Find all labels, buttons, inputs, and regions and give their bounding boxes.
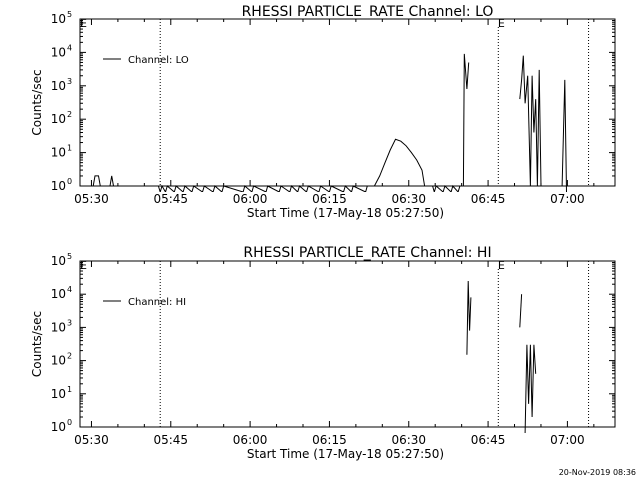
- series-segment-2: [561, 79, 567, 192]
- y-tick-exponent: 4: [67, 285, 72, 294]
- y-axis-label: Counts/sec: [30, 69, 44, 135]
- y-tick-exponent: 1: [67, 385, 72, 394]
- y-tick-label: 10: [51, 146, 66, 160]
- y-tick-exponent: 3: [67, 318, 72, 327]
- x-tick-label: 06:30: [391, 433, 426, 447]
- x-tick-label: 05:30: [74, 433, 109, 447]
- legend-label: Channel: LO: [128, 55, 189, 66]
- x-tick-label: 05:45: [153, 192, 188, 206]
- event-marker-label: E: [80, 17, 87, 30]
- plot-frame: [79, 260, 616, 428]
- y-tick-label: 10: [51, 320, 66, 334]
- y-axis-label: Counts/sec: [30, 311, 44, 377]
- y-tick-label: 10: [51, 179, 66, 193]
- plot-frame: [79, 18, 616, 187]
- y-tick-exponent: 2: [67, 110, 72, 119]
- footer-timestamp: 20-Nov-2019 08:36: [559, 468, 636, 477]
- event-marker-label: E: [498, 17, 505, 30]
- x-tick-label: 06:15: [312, 192, 347, 206]
- y-tick-label: 10: [51, 79, 66, 93]
- x-tick-label: 06:45: [471, 433, 506, 447]
- x-tick-label: 05:45: [153, 433, 188, 447]
- y-tick-exponent: 0: [67, 418, 72, 427]
- y-tick-label: 10: [51, 354, 66, 368]
- y-tick-exponent: 5: [67, 10, 72, 19]
- y-tick-label: 10: [51, 287, 66, 301]
- series-segment-0: [80, 53, 470, 192]
- x-tick-label: 07:00: [550, 192, 585, 206]
- y-tick-exponent: 3: [67, 77, 72, 86]
- event-marker-label: E: [498, 259, 505, 272]
- x-axis-label: Start Time (17-May-18 05:27:50): [247, 447, 444, 461]
- x-tick-label: 07:00: [550, 433, 585, 447]
- y-tick-label: 10: [51, 387, 66, 401]
- y-tick-label: 10: [51, 420, 66, 434]
- y-tick-exponent: 2: [67, 352, 72, 361]
- series-segment-1: [519, 55, 542, 187]
- x-tick-label: 06:00: [233, 192, 268, 206]
- y-tick-label: 10: [51, 12, 66, 26]
- chart-title: RHESSI PARTICLE_RATE Channel: LO: [242, 4, 494, 20]
- series-segment-0: [466, 280, 472, 355]
- x-tick-label: 06:15: [312, 433, 347, 447]
- y-tick-label: 10: [51, 254, 66, 268]
- y-tick-label: 10: [51, 45, 66, 59]
- x-tick-label: 05:30: [74, 192, 109, 206]
- y-tick-label: 10: [51, 112, 66, 126]
- y-tick-exponent: 4: [67, 43, 72, 52]
- x-tick-label: 06:30: [391, 192, 426, 206]
- x-tick-label: 06:45: [471, 192, 506, 206]
- chart-panel-0: RHESSI PARTICLE_RATE Channel: LO 05:30 05:…: [30, 4, 616, 220]
- series-segment-2: [524, 344, 537, 433]
- event-marker-label: E: [80, 259, 87, 272]
- y-tick-exponent: 1: [67, 144, 72, 153]
- x-axis-label: Start Time (17-May-18 05:27:50): [247, 206, 444, 220]
- y-tick-exponent: 0: [67, 177, 72, 186]
- legend-label: Channel: HI: [128, 297, 186, 308]
- x-tick-label: 06:00: [233, 433, 268, 447]
- series-segment-1: [519, 294, 523, 328]
- chart-title: RHESSI PARTICLE_RATE Channel: HI: [243, 245, 491, 261]
- y-tick-exponent: 5: [67, 252, 72, 261]
- chart-panel-1: RHESSI PARTICLE_RATE Channel: HI 05:30 05:…: [30, 245, 616, 461]
